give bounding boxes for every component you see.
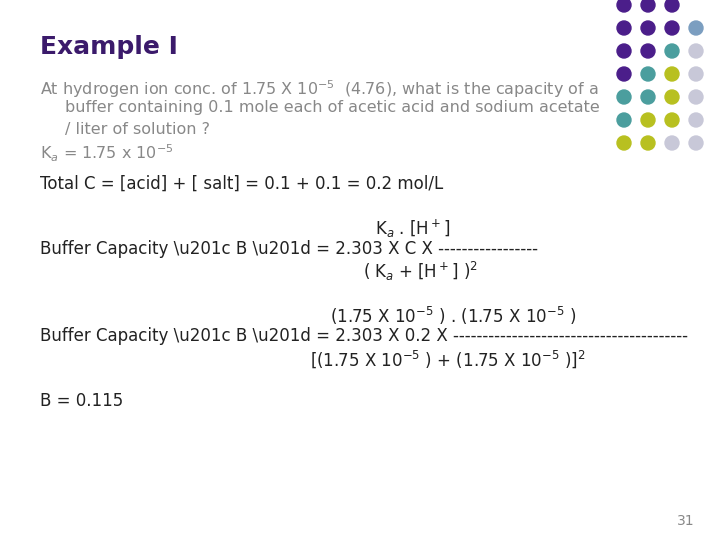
Circle shape [689, 67, 703, 81]
Circle shape [617, 0, 631, 12]
Circle shape [665, 67, 679, 81]
Text: (1.75 X 10$^{-5}$ ) . (1.75 X 10$^{-5}$ ): (1.75 X 10$^{-5}$ ) . (1.75 X 10$^{-5}$ … [330, 305, 577, 327]
Text: At hydrogen ion conc. of 1.75 X 10$^{-5}$  (4.76), what is the capacity of a: At hydrogen ion conc. of 1.75 X 10$^{-5}… [40, 78, 598, 100]
Circle shape [641, 136, 655, 150]
Circle shape [617, 44, 631, 58]
Circle shape [617, 113, 631, 127]
Circle shape [665, 136, 679, 150]
Text: 31: 31 [678, 514, 695, 528]
Circle shape [617, 67, 631, 81]
Text: K$_a$ = 1.75 x 10$^{-5}$: K$_a$ = 1.75 x 10$^{-5}$ [40, 143, 174, 164]
Circle shape [689, 21, 703, 35]
Circle shape [641, 67, 655, 81]
Text: Example I: Example I [40, 35, 178, 59]
Circle shape [641, 0, 655, 12]
Text: [(1.75 X 10$^{-5}$ ) + (1.75 X 10$^{-5}$ )]$^2$: [(1.75 X 10$^{-5}$ ) + (1.75 X 10$^{-5}$… [310, 348, 586, 370]
Circle shape [689, 90, 703, 104]
Circle shape [617, 21, 631, 35]
Text: Buffer Capacity \u201c B \u201d = 2.303 X C X -----------------: Buffer Capacity \u201c B \u201d = 2.303 … [40, 240, 538, 258]
Text: ( K$_a$ + [H$^+$] )$^2$: ( K$_a$ + [H$^+$] )$^2$ [363, 260, 478, 283]
Circle shape [641, 44, 655, 58]
Circle shape [665, 90, 679, 104]
Text: B = 0.115: B = 0.115 [40, 392, 123, 410]
Circle shape [617, 90, 631, 104]
Circle shape [641, 90, 655, 104]
Circle shape [665, 0, 679, 12]
Circle shape [641, 113, 655, 127]
Text: buffer containing 0.1 mole each of acetic acid and sodium acetate: buffer containing 0.1 mole each of aceti… [65, 100, 600, 115]
Circle shape [689, 44, 703, 58]
Text: / liter of solution ?: / liter of solution ? [65, 122, 210, 137]
Text: K$_a$ . [H$^+$]: K$_a$ . [H$^+$] [375, 218, 450, 240]
Circle shape [689, 136, 703, 150]
Circle shape [665, 113, 679, 127]
Circle shape [689, 113, 703, 127]
Circle shape [617, 136, 631, 150]
Circle shape [641, 21, 655, 35]
Circle shape [665, 21, 679, 35]
Text: Total C = [acid] + [ salt] = 0.1 + 0.1 = 0.2 mol/L: Total C = [acid] + [ salt] = 0.1 + 0.1 =… [40, 175, 444, 193]
Circle shape [665, 44, 679, 58]
Text: Buffer Capacity \u201c B \u201d = 2.303 X 0.2 X --------------------------------: Buffer Capacity \u201c B \u201d = 2.303 … [40, 327, 688, 345]
